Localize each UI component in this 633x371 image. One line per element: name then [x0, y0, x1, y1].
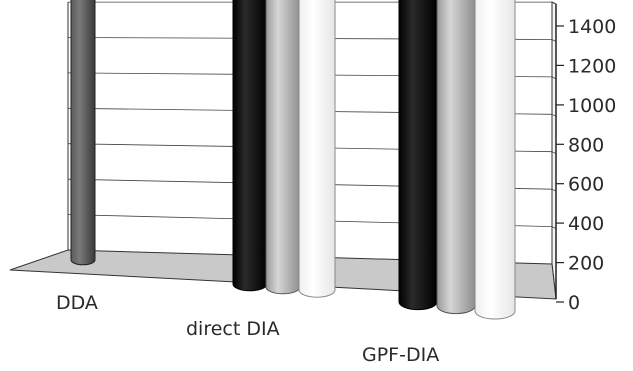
y-tick-label: 1200 [568, 55, 616, 77]
bar-body [70, 0, 96, 266]
bars [70, 0, 516, 320]
bar-gpf-dia-series-3 [474, 0, 516, 320]
y-tick-label: 1400 [568, 16, 616, 38]
bar-gpf-dia-series-2 [436, 0, 476, 315]
gridline-side [551, 1, 557, 5]
y-axis-ticks: 0 200 400 600 800 1000 1200 1400 [556, 16, 616, 314]
bar-body [436, 0, 476, 315]
bar-direct-dia-series-2 [265, 0, 301, 295]
bar-direct-dia-series-3 [298, 0, 336, 298]
bar-body [265, 0, 301, 295]
y-tick-label: 800 [568, 134, 604, 156]
y-tick-label: 400 [568, 213, 604, 235]
bar-body [398, 0, 438, 311]
bar-body [298, 0, 336, 298]
y-tick-label: 0 [568, 292, 580, 314]
category-label-gpf-dia: GPF-DIA [362, 344, 439, 366]
y-tick-label: 600 [568, 174, 604, 196]
bar-dda-series-0 [70, 0, 96, 266]
y-tick-label: 1000 [568, 95, 616, 117]
bar-body [474, 0, 516, 320]
bar-gpf-dia-series-1 [398, 0, 438, 311]
category-label-dda: DDA [56, 292, 98, 314]
bar-body [232, 0, 268, 292]
category-label-direct-dia: direct DIA [186, 318, 280, 340]
y-tick-label: 200 [568, 253, 604, 275]
bar-direct-dia-series-1 [232, 0, 268, 292]
